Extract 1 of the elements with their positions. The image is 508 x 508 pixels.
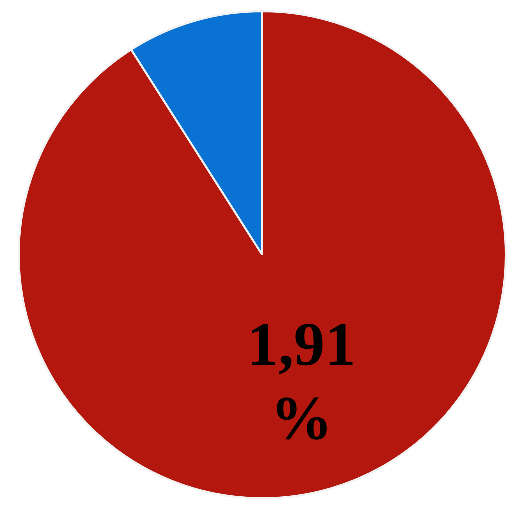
- data-label: 1,91 %: [247, 310, 356, 453]
